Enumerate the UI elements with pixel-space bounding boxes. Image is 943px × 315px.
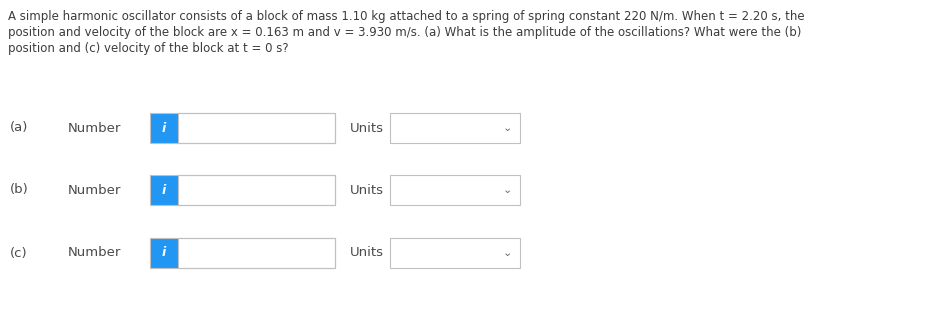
Text: Number: Number <box>68 122 122 135</box>
Bar <box>150 175 178 205</box>
Bar <box>150 238 335 268</box>
Bar <box>150 113 335 143</box>
Text: position and (c) velocity of the block at t = 0 s?: position and (c) velocity of the block a… <box>8 42 289 55</box>
Text: Units: Units <box>350 184 384 197</box>
Bar <box>178 238 335 268</box>
Text: (b): (b) <box>10 184 28 197</box>
Bar <box>178 175 335 205</box>
Text: ⌄: ⌄ <box>503 123 512 133</box>
Text: i: i <box>162 184 166 197</box>
Text: i: i <box>162 247 166 260</box>
Bar <box>150 175 335 205</box>
Bar <box>178 113 335 143</box>
Bar <box>150 113 178 143</box>
Text: ⌄: ⌄ <box>503 185 512 195</box>
Bar <box>390 238 520 268</box>
Text: (a): (a) <box>10 122 28 135</box>
Text: Number: Number <box>68 247 122 260</box>
Bar <box>150 238 178 268</box>
Bar <box>390 113 520 143</box>
Text: ⌄: ⌄ <box>503 248 512 258</box>
Text: i: i <box>162 122 166 135</box>
Text: position and velocity of the block are x = 0.163 m and v = 3.930 m/s. (a) What i: position and velocity of the block are x… <box>8 26 802 39</box>
Text: Number: Number <box>68 184 122 197</box>
Text: (c): (c) <box>10 247 27 260</box>
Text: Units: Units <box>350 122 384 135</box>
Text: A simple harmonic oscillator consists of a block of mass 1.10 kg attached to a s: A simple harmonic oscillator consists of… <box>8 10 804 23</box>
Text: Units: Units <box>350 247 384 260</box>
Bar <box>390 175 520 205</box>
